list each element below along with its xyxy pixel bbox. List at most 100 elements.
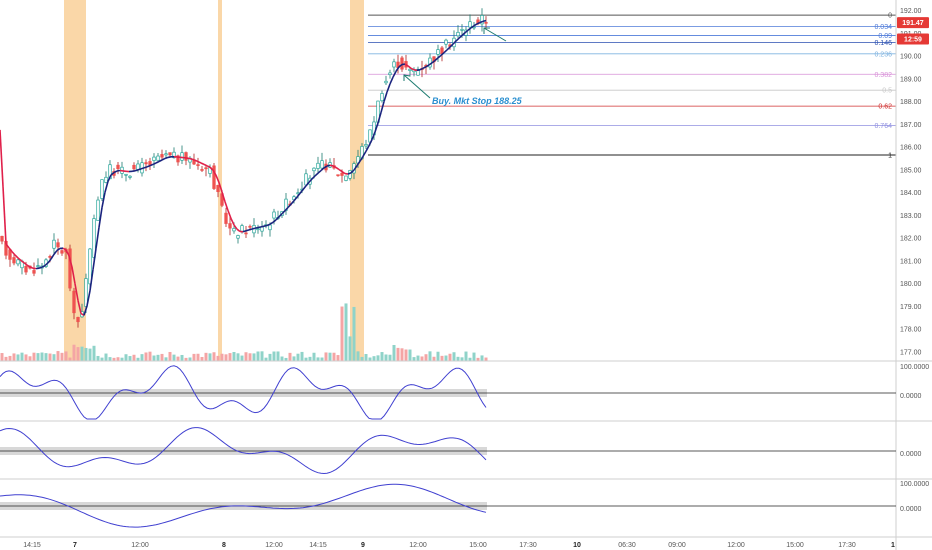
volume-bar (104, 353, 108, 361)
ma-segment (98, 207, 103, 228)
volume-bar (32, 352, 36, 361)
ma-segment (380, 101, 385, 113)
volume-bar (268, 353, 272, 361)
ma-segment (236, 228, 241, 233)
ma-segment (335, 166, 340, 171)
candle-body (344, 175, 348, 181)
ma-segment (371, 131, 376, 140)
volume-bar (476, 357, 480, 361)
fib-level-label: 0.764 (874, 123, 892, 130)
ma-segment (467, 27, 472, 31)
annotation-arrow-head (403, 74, 411, 81)
ma-segment (233, 224, 238, 230)
target-arrow-head (483, 27, 490, 34)
ma-segment (191, 158, 196, 161)
volume-bar (120, 357, 124, 361)
volume-bar (312, 352, 316, 361)
candle-body (52, 239, 56, 249)
volume-bar (396, 347, 400, 361)
ma-segment (440, 52, 445, 56)
volume-bar (196, 353, 200, 361)
ma-segment (359, 155, 364, 162)
volume-bar (380, 352, 384, 361)
ma-segment (38, 266, 43, 269)
volume-bar (204, 352, 208, 361)
ma-segment (428, 62, 433, 66)
ma-segment (101, 192, 106, 208)
ma-segment (149, 163, 154, 167)
candle-body (240, 225, 244, 232)
ma-segment (272, 219, 277, 223)
volume-bar (460, 357, 464, 361)
candle-body (260, 226, 264, 232)
ma-segment (470, 25, 475, 29)
ma-segment (452, 40, 457, 45)
volume-bar (228, 353, 232, 361)
candle-body (460, 29, 464, 31)
ma-segment (326, 164, 331, 167)
candle-body (340, 172, 344, 176)
ma-segment (347, 172, 352, 175)
price-axis: 192.00191.00190.00189.00188.00187.00186.… (900, 8, 922, 356)
volume-bar (184, 357, 188, 361)
volume-bar (376, 355, 380, 361)
candle-body (156, 155, 160, 161)
candlesticks (0, 8, 488, 328)
ma-segment (116, 169, 121, 172)
ma-segment (392, 70, 397, 78)
ma-segment (224, 201, 229, 211)
volume-bar (220, 353, 224, 361)
candle-body (116, 164, 120, 169)
ma-segment (314, 172, 319, 177)
volume-bar (80, 346, 84, 361)
volume-bar (16, 354, 20, 361)
volume-bar (36, 353, 40, 361)
time-tick-label: 12:00 (727, 542, 745, 549)
ma-segment (263, 224, 268, 227)
ma-segment (86, 290, 91, 307)
fib-level-label: 0.146 (874, 40, 892, 47)
ma-segment (476, 21, 481, 25)
candle-body (180, 152, 184, 161)
time-tick-label: 17:30 (519, 542, 537, 549)
volume-bar (344, 303, 348, 361)
volume-bar (440, 355, 444, 361)
ma-segment (479, 20, 484, 24)
price-tick-label: 189.00 (900, 76, 922, 83)
ma-segment (77, 300, 82, 314)
ma-segment (140, 167, 145, 170)
price-badge (897, 33, 929, 45)
volume-bar (484, 357, 488, 361)
ma-segment (296, 192, 301, 198)
oscillator-zero-label: 0.0000 (900, 506, 922, 513)
candle-body (384, 80, 388, 84)
candle-body (244, 232, 248, 235)
oscillator-upper-label: 100.0000 (900, 364, 929, 371)
ma-segment (362, 150, 367, 157)
ma-segment (11, 251, 16, 256)
candle-body (268, 224, 272, 231)
volume-bar (384, 354, 388, 361)
price-badge-label: 12:59 (904, 37, 922, 44)
ma-segment (437, 54, 442, 59)
ma-segment (53, 249, 58, 255)
fib-level-label: 0.5 (882, 88, 892, 95)
time-tick-label: 17:30 (838, 542, 856, 549)
oscillator-line (0, 427, 487, 475)
time-tick-label: 15:00 (469, 542, 487, 549)
volume-bar (124, 354, 128, 361)
ma-segment (395, 66, 400, 72)
ma-segment (311, 175, 316, 180)
candle-body (224, 212, 228, 224)
ma-segment (71, 266, 76, 284)
ma-segment (95, 227, 100, 249)
ma-segment (386, 83, 391, 93)
ma-segment (443, 49, 448, 54)
volume-bar (352, 306, 356, 361)
fib-level-label: 0.236 (874, 51, 892, 58)
price-tick-label: 185.00 (900, 167, 922, 174)
candle-body (312, 167, 316, 172)
candle-body (100, 179, 104, 199)
